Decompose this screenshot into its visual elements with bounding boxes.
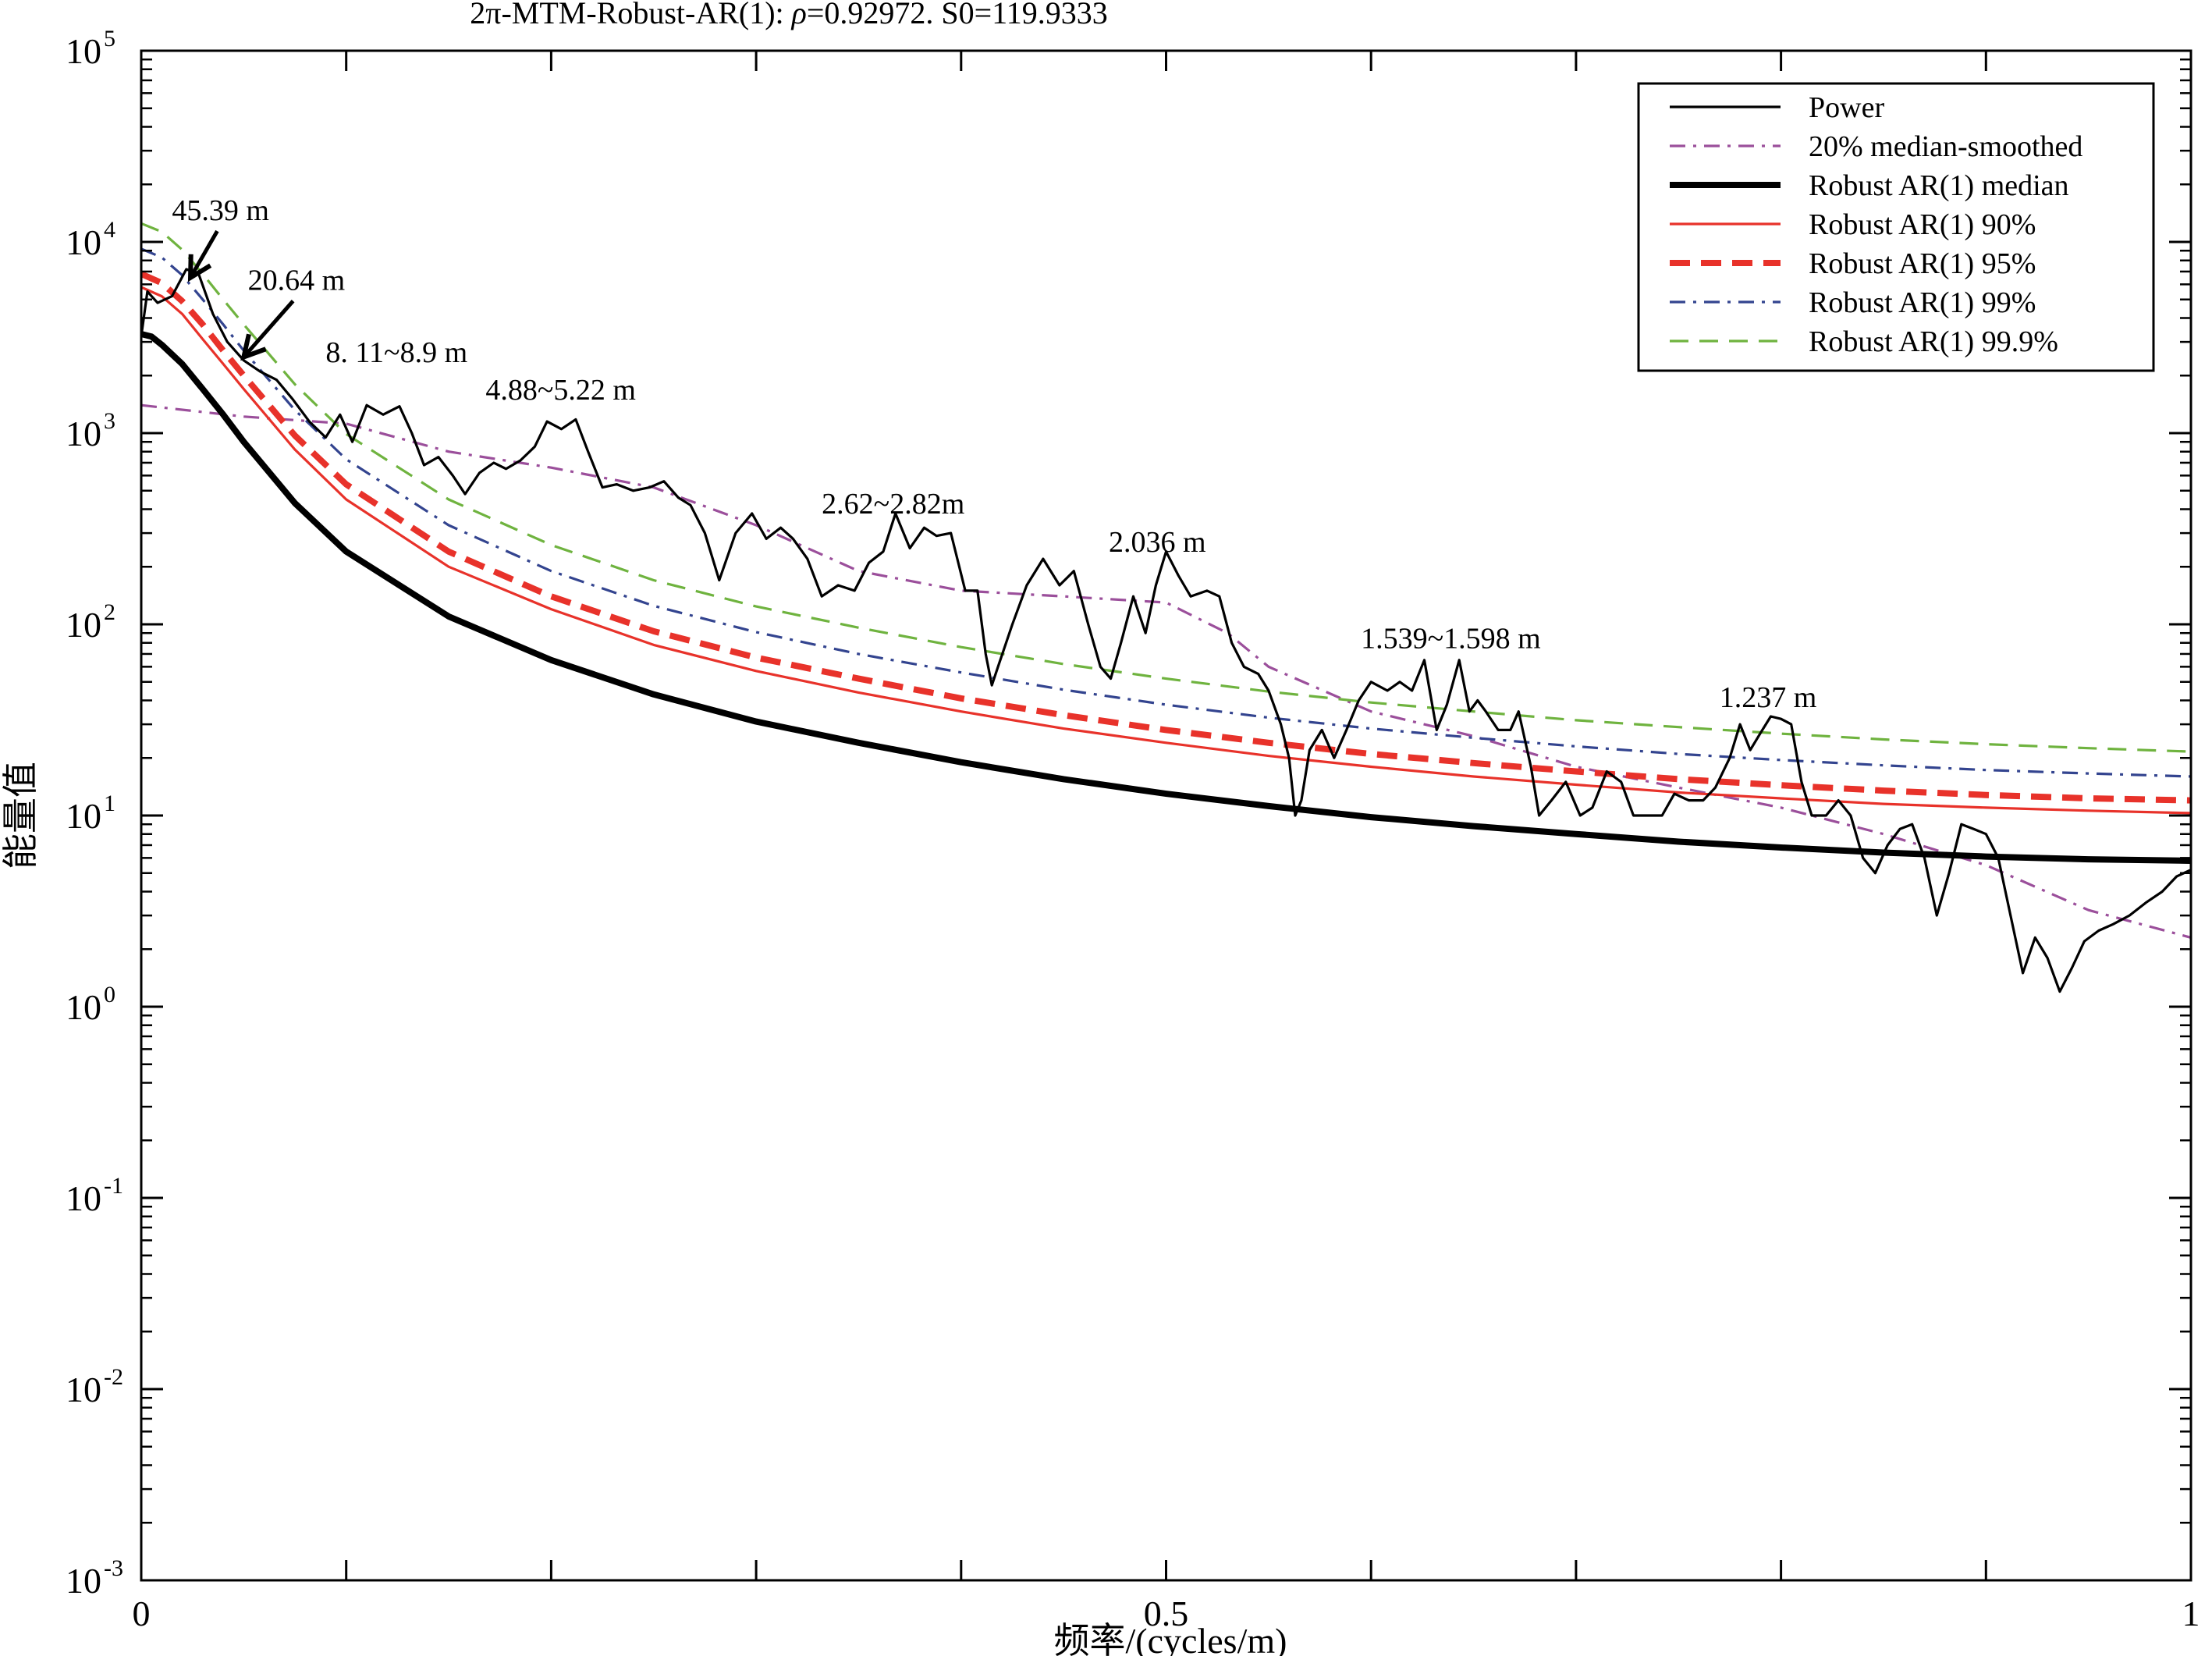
legend-label: Robust AR(1) 95% xyxy=(1809,247,2036,280)
series-line-power xyxy=(140,268,2192,993)
y-tick-label-exponent: -3 xyxy=(104,1555,123,1581)
y-tick-label-base: 10 xyxy=(66,31,101,71)
peak-annotation: 1.539~1.598 m xyxy=(1361,623,1541,656)
y-tick-label: 10 1 xyxy=(66,791,115,836)
legend-entry: 20% median-smoothed xyxy=(1670,130,2082,163)
y-tick-label-exponent: 1 xyxy=(104,791,115,816)
legend-entry: Power xyxy=(1670,91,1884,124)
chart-title-prefix: 2π-MTM-Robust-AR(1): xyxy=(470,0,791,30)
peak-annotation-label: 2.62~2.82m xyxy=(822,488,964,521)
y-tick-label: 10 -2 xyxy=(66,1364,123,1409)
peak-annotation-label: 20.64 m xyxy=(248,265,346,297)
legend-entry: Robust AR(1) 99.9% xyxy=(1670,325,2058,358)
series-line-robust-ar-1-95 xyxy=(140,271,2192,804)
annotation-arrow-head xyxy=(240,333,267,361)
peak-annotation-label: 45.39 m xyxy=(172,194,269,227)
y-tick-label-base: 10 xyxy=(66,1370,101,1409)
legend-entry: Robust AR(1) 99% xyxy=(1670,286,2036,319)
series-line-robust-ar-1-99-9 xyxy=(140,222,2192,753)
y-tick-label-exponent: 5 xyxy=(104,26,115,52)
peak-annotation-label: 1.539~1.598 m xyxy=(1361,623,1541,656)
peak-annotation-label: 2.036 m xyxy=(1109,526,1206,559)
y-tick-label-base: 10 xyxy=(66,1178,101,1218)
y-tick-label-base: 10 xyxy=(66,987,101,1027)
y-tick-label: 10 0 xyxy=(66,982,115,1027)
y-tick-label: 10 -1 xyxy=(66,1173,123,1218)
series-line-20-median-smoothed xyxy=(140,403,2192,939)
legend-label: Robust AR(1) median xyxy=(1809,169,2069,202)
y-tick-label: 10 5 xyxy=(66,26,115,71)
y-tick-label-exponent: -2 xyxy=(104,1364,123,1390)
series-line-robust-ar-1-median xyxy=(140,331,2192,864)
y-tick-label-base: 10 xyxy=(66,796,101,836)
annotation-arrow-shaft xyxy=(242,300,295,359)
peak-annotation: 2.62~2.82m xyxy=(822,488,964,521)
y-tick-label-base: 10 xyxy=(66,414,101,453)
legend: Power 20% median-smoothed Robust AR(1) med… xyxy=(1637,82,2155,372)
legend-entry: Robust AR(1) 95% xyxy=(1670,247,2036,280)
y-tick-label: 10 -3 xyxy=(66,1555,123,1601)
peak-annotation: 45.39 m xyxy=(172,194,269,283)
peak-annotation-label: 1.237 m xyxy=(1720,681,1817,714)
y-tick-label-exponent: 2 xyxy=(104,599,115,625)
y-tick-label-exponent: 3 xyxy=(104,408,115,434)
peak-annotation: 20.64 m xyxy=(240,265,346,361)
y-tick-label-exponent: 4 xyxy=(104,217,115,243)
y-tick-label: 10 3 xyxy=(66,408,115,453)
annotation-arrow-shaft xyxy=(188,229,219,279)
series-layer xyxy=(140,222,2192,993)
peak-annotation: 4.88~5.22 m xyxy=(485,374,636,407)
legend-entry: Robust AR(1) 90% xyxy=(1670,208,2036,241)
x-tick-label: 1 xyxy=(2182,1594,2200,1633)
y-tick-label-base: 10 xyxy=(66,222,101,262)
legend-label: Robust AR(1) 99% xyxy=(1809,286,2036,319)
peak-annotation: 1.237 m xyxy=(1720,681,1817,714)
legend-label: Robust AR(1) 99.9% xyxy=(1809,325,2058,358)
annotation-arrow-head xyxy=(187,254,212,283)
y-axis-label: 能量值 xyxy=(1,762,41,869)
legend-label: Robust AR(1) 90% xyxy=(1809,208,2036,241)
series-line-robust-ar-1-99 xyxy=(140,247,2192,778)
peak-annotation-label: 8. 11~8.9 m xyxy=(325,336,467,369)
legend-box xyxy=(1637,82,2155,372)
legend-label: Power xyxy=(1809,91,1884,124)
y-tick-label-exponent: 0 xyxy=(104,982,115,1007)
series-line-robust-ar-1-90 xyxy=(140,286,2192,815)
chart-title: 2π-MTM-Robust-AR(1): ρ=0.92972. S0=119.9… xyxy=(470,0,1108,30)
legend-entry: Robust AR(1) median xyxy=(1670,169,2069,202)
chart-title-suffix: =0.92972. S0=119.9333 xyxy=(807,0,1108,30)
x-tick-label: 0.5 xyxy=(1144,1594,1189,1633)
y-tick-label: 10 2 xyxy=(66,599,115,645)
annotation-layer: 45.39 m 20.64 m 8. 11~8.9 m 4.88~5.22 m 2.62… xyxy=(172,194,1816,714)
peak-annotation: 8. 11~8.9 m xyxy=(325,336,467,369)
x-tick-label: 0 xyxy=(133,1594,151,1633)
peak-annotation: 2.036 m xyxy=(1109,526,1206,559)
x-axis-label: 频率/(cycles/m) xyxy=(1054,1621,1287,1656)
y-tick-label-base: 10 xyxy=(66,1561,101,1601)
legend-label: 20% median-smoothed xyxy=(1809,130,2082,163)
y-tick-label: 10 4 xyxy=(66,217,115,262)
y-tick-label-exponent: -1 xyxy=(104,1173,123,1199)
chart-title-rho: ρ xyxy=(790,0,807,30)
peak-annotation-label: 4.88~5.22 m xyxy=(485,374,636,407)
y-tick-label-base: 10 xyxy=(66,605,101,645)
